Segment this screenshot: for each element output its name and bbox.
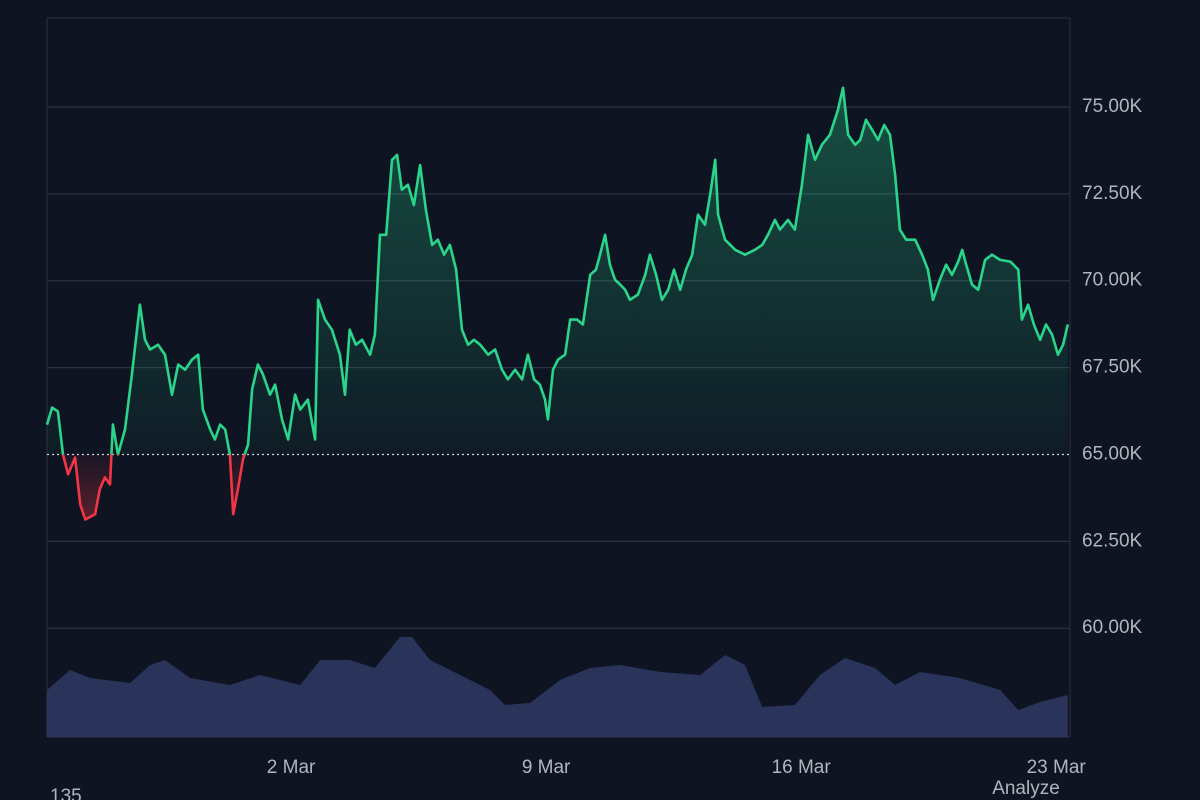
analyze-button: Analyze (992, 778, 1060, 799)
footer-count: 135 (50, 786, 82, 800)
y-tick-label: 72.50K (1082, 183, 1143, 204)
y-tick-label: 60.00K (1082, 617, 1143, 638)
y-tick-label: 75.00K (1082, 96, 1143, 117)
y-tick-label: 67.50K (1082, 357, 1143, 378)
price-line (45, 86, 1070, 521)
y-tick-label: 70.00K (1082, 270, 1143, 291)
x-tick-label: 16 Mar (772, 757, 832, 778)
price-area (47, 87, 1068, 520)
x-tick-label: 2 Mar (267, 757, 316, 778)
x-tick-label: 9 Mar (522, 757, 571, 778)
y-tick-label: 65.00K (1082, 443, 1143, 464)
y-tick-label: 62.50K (1082, 530, 1143, 551)
volume-area (47, 637, 1068, 737)
x-tick-label: 23 Mar (1027, 757, 1087, 778)
